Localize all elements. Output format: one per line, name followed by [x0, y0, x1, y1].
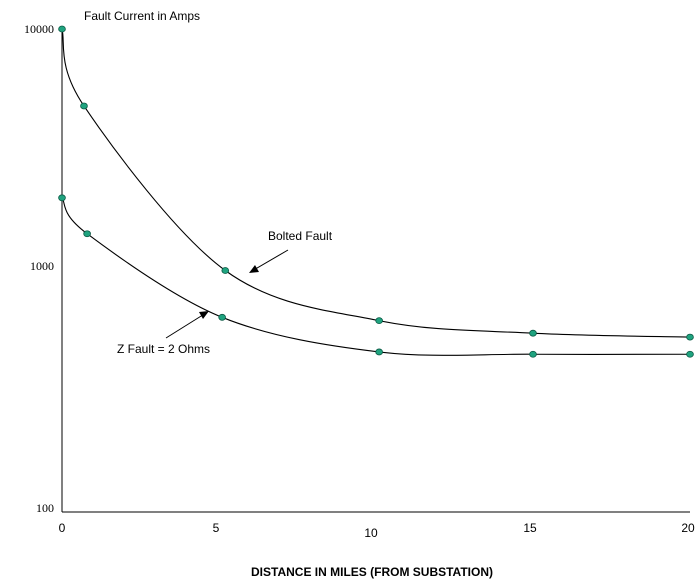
- series-line-bolted-fault: [61, 28, 691, 338]
- data-point-series1-1: [83, 230, 91, 238]
- data-point-series0-0: [58, 25, 66, 33]
- series-markers: [58, 25, 694, 358]
- series-line-z-fault: [61, 197, 691, 356]
- data-point-series1-0: [58, 194, 66, 202]
- y-tick-label-10000: 10000: [24, 22, 54, 36]
- x-axis-label: DISTANCE IN MILES (FROM SUBSTATION): [251, 565, 493, 579]
- y-tick-label-1000: 1000: [30, 259, 54, 273]
- x-tick-label-10: 10: [364, 526, 378, 540]
- data-point-series1-5: [686, 350, 694, 358]
- annotation-arrow-bolted-fault: [251, 249, 289, 272]
- x-tick-label-0: 0: [59, 521, 66, 535]
- data-point-series0-3: [375, 317, 383, 325]
- arrowhead-bolted-fault: [249, 265, 259, 273]
- data-point-series0-5: [686, 333, 694, 341]
- annotation-bolted-fault: Bolted Fault: [268, 229, 333, 243]
- y-tick-label-100: 100: [36, 501, 54, 515]
- arrowhead-z-fault: [199, 311, 209, 319]
- annotation-arrow-z-fault: [165, 312, 207, 339]
- x-tick-label-20: 20: [681, 521, 695, 535]
- x-tick-label-15: 15: [523, 521, 537, 535]
- data-point-series1-3: [375, 348, 383, 356]
- data-point-series0-1: [80, 102, 88, 110]
- data-point-series1-2: [218, 313, 226, 321]
- data-point-series0-2: [221, 267, 230, 274]
- data-point-series1-4: [529, 350, 537, 358]
- x-tick-label-5: 5: [213, 521, 220, 535]
- annotation-z-fault: Z Fault = 2 Ohms: [117, 342, 210, 356]
- y-axis-label: Fault Current in Amps: [84, 9, 200, 23]
- data-point-series0-4: [529, 329, 537, 337]
